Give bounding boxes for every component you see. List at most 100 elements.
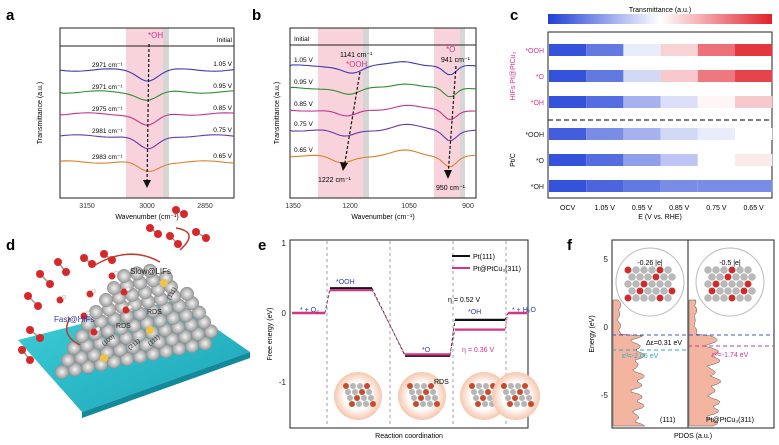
panel-f-frame — [611, 239, 775, 429]
panel-d-adsorbate — [108, 272, 116, 280]
panel-c-cell — [586, 128, 624, 140]
panel-c-cell — [735, 70, 773, 82]
svg-text:0: 0 — [282, 309, 287, 318]
panel-d-atom — [74, 329, 89, 344]
panel-f-delta: Δε=0.31 eV — [646, 340, 682, 347]
panel-b-xticks: 1350 1200 1050 900 — [285, 203, 474, 210]
panel-d-nanocrystal — [55, 263, 218, 380]
svg-text:3000: 3000 — [139, 203, 155, 210]
panel-b-curve-label-3: 0.85 V — [294, 101, 313, 108]
panel-f-eps-1: εᵈ=-2.05 eV — [622, 353, 659, 360]
panel-d-oxygen — [46, 280, 54, 288]
panel-e-ylabel: Free energy (eV) — [267, 308, 274, 361]
panel-a-curve-label-3: 0.85 V — [213, 105, 232, 112]
panel-b-o-end: 950 cm⁻¹ — [436, 185, 466, 192]
panel-d-atom — [116, 269, 131, 284]
svg-text:0: 0 — [604, 323, 609, 332]
panel-f-dos-2 — [688, 299, 722, 427]
panel-c-cell — [623, 96, 661, 108]
panel-f-dos — [612, 299, 722, 427]
panel-e-step-3: *OH — [468, 309, 481, 316]
panel-e-step-1: *OOH — [336, 279, 355, 286]
panel-d-letter: d — [6, 237, 15, 254]
panel-c-cell — [586, 70, 624, 82]
svg-text:(111): (111) — [167, 287, 179, 301]
panel-f-charge-1: -0.26 |e| — [637, 260, 663, 267]
panel-d-atom — [98, 293, 113, 308]
panel-c-cell — [735, 128, 773, 140]
panel-a-band-label: *OH — [148, 31, 163, 40]
panel-d-oxygen — [166, 232, 174, 240]
panel-c-cell — [697, 154, 735, 166]
panel-f-label-1: (111) — [660, 417, 675, 424]
panel-c: c Transmittance (a.u.) *OOH*O*OH*OOH*O*O… — [510, 7, 773, 221]
panel-c-cell — [697, 96, 735, 108]
panel-b-xlabel: Wavenumber (cm⁻¹) — [351, 214, 414, 221]
panel-c-xtick-3: 0.85 V — [669, 205, 690, 212]
panel-e-yticks: 1 0 -1 — [279, 239, 287, 387]
panel-c-cell — [660, 70, 698, 82]
panel-c-cell — [586, 96, 624, 108]
panel-d-oxygen — [36, 334, 44, 342]
panel-e: e * + O₂ *OOH *O *OH * + H₂O 1 0 -1 Free ene… — [258, 237, 540, 440]
panel-d-oxygen — [62, 268, 70, 276]
panel-c-cell — [623, 44, 661, 56]
panel-d-oxygen — [34, 302, 42, 310]
panel-f-label-2: Pt@PtCu₃(311) — [706, 417, 754, 424]
panel-c-cell — [697, 180, 735, 192]
panel-c-cell — [697, 70, 735, 82]
panel-f-yticks: 5 0 -5 — [601, 255, 609, 400]
panel-d-oxygen — [180, 210, 188, 218]
svg-text:2850: 2850 — [197, 203, 213, 210]
svg-text:1: 1 — [282, 239, 287, 248]
panel-a-xticks: 3150 3000 2850 — [79, 203, 213, 210]
panel-e-eta2: η = 0.36 V — [462, 347, 494, 354]
panel-c-cell — [549, 44, 587, 56]
panel-d-adsorbate — [122, 306, 130, 314]
panel-b-ooh-arrow — [343, 71, 361, 169]
panel-c-group1: HIFs Pt@PtCu₃ — [510, 51, 517, 100]
panel-a-curve-label-5: 0.65 V — [213, 153, 232, 160]
svg-text:3150: 3150 — [79, 203, 95, 210]
panel-b-curve-1 — [289, 61, 477, 76]
panel-f-dos-1 — [612, 299, 646, 427]
panel-d-atom — [61, 353, 76, 368]
panel-a-peak-1: 2971 cm⁻¹ — [92, 62, 123, 69]
panel-b-ooh-peak: 1141 cm⁻¹ — [340, 52, 373, 59]
panel-a-shift-arrow — [146, 43, 150, 187]
panel-b-curve-label-5: 0.65 V — [294, 147, 313, 154]
panel-d-oxygen — [54, 258, 62, 266]
panel-b-o-band — [434, 28, 462, 198]
panel-c-letter: c — [510, 7, 518, 24]
panel-b-ooh-end: 1222 cm⁻¹ — [318, 177, 352, 184]
panel-d-oxygen — [154, 230, 162, 238]
panel-c-cell — [586, 44, 624, 56]
panel-c-cell — [697, 128, 735, 140]
panel-a-peak-5: 2983 cm⁻¹ — [92, 154, 123, 161]
panel-f-ylabel: Energy (eV) — [589, 315, 596, 352]
panel-c-xtick-2: 0.95 V — [632, 205, 653, 212]
panel-a-oh-band — [126, 28, 164, 198]
panel-c-cell — [735, 154, 773, 166]
panel-c-frame — [547, 31, 773, 199]
panel-b-curve-4 — [289, 123, 477, 142]
panel-d-rds-2: RDS — [116, 323, 131, 330]
panel-a-curve-3 — [59, 112, 235, 126]
panel-c-cell — [623, 154, 661, 166]
panel-d-slow-arrow — [94, 253, 161, 266]
panel-c-cell — [623, 128, 661, 140]
svg-text:1200: 1200 — [342, 203, 358, 210]
panel-f-xlabel: PDOS (a.u.) — [674, 433, 712, 440]
panel-d-oxygen — [192, 228, 200, 236]
panel-e-eta1: η = 0.52 V — [448, 297, 480, 304]
panel-b-letter: b — [252, 7, 261, 24]
panel-b-frame — [289, 27, 477, 199]
panel-d-adsorbate — [80, 312, 88, 320]
svg-text:5: 5 — [604, 255, 609, 264]
panel-c-xlabel: E (V vs. RHE) — [638, 214, 682, 221]
panel-c-cell — [549, 154, 587, 166]
panel-a-curve-label-0: Initial — [217, 37, 233, 44]
panel-f: f -0.26 |e| -0.5 |e| Δε=0.31 eV εᵈ=-2.05… — [567, 237, 775, 440]
svg-text:900: 900 — [462, 203, 474, 210]
panel-a-curve-label-4: 0.75 V — [213, 127, 232, 134]
